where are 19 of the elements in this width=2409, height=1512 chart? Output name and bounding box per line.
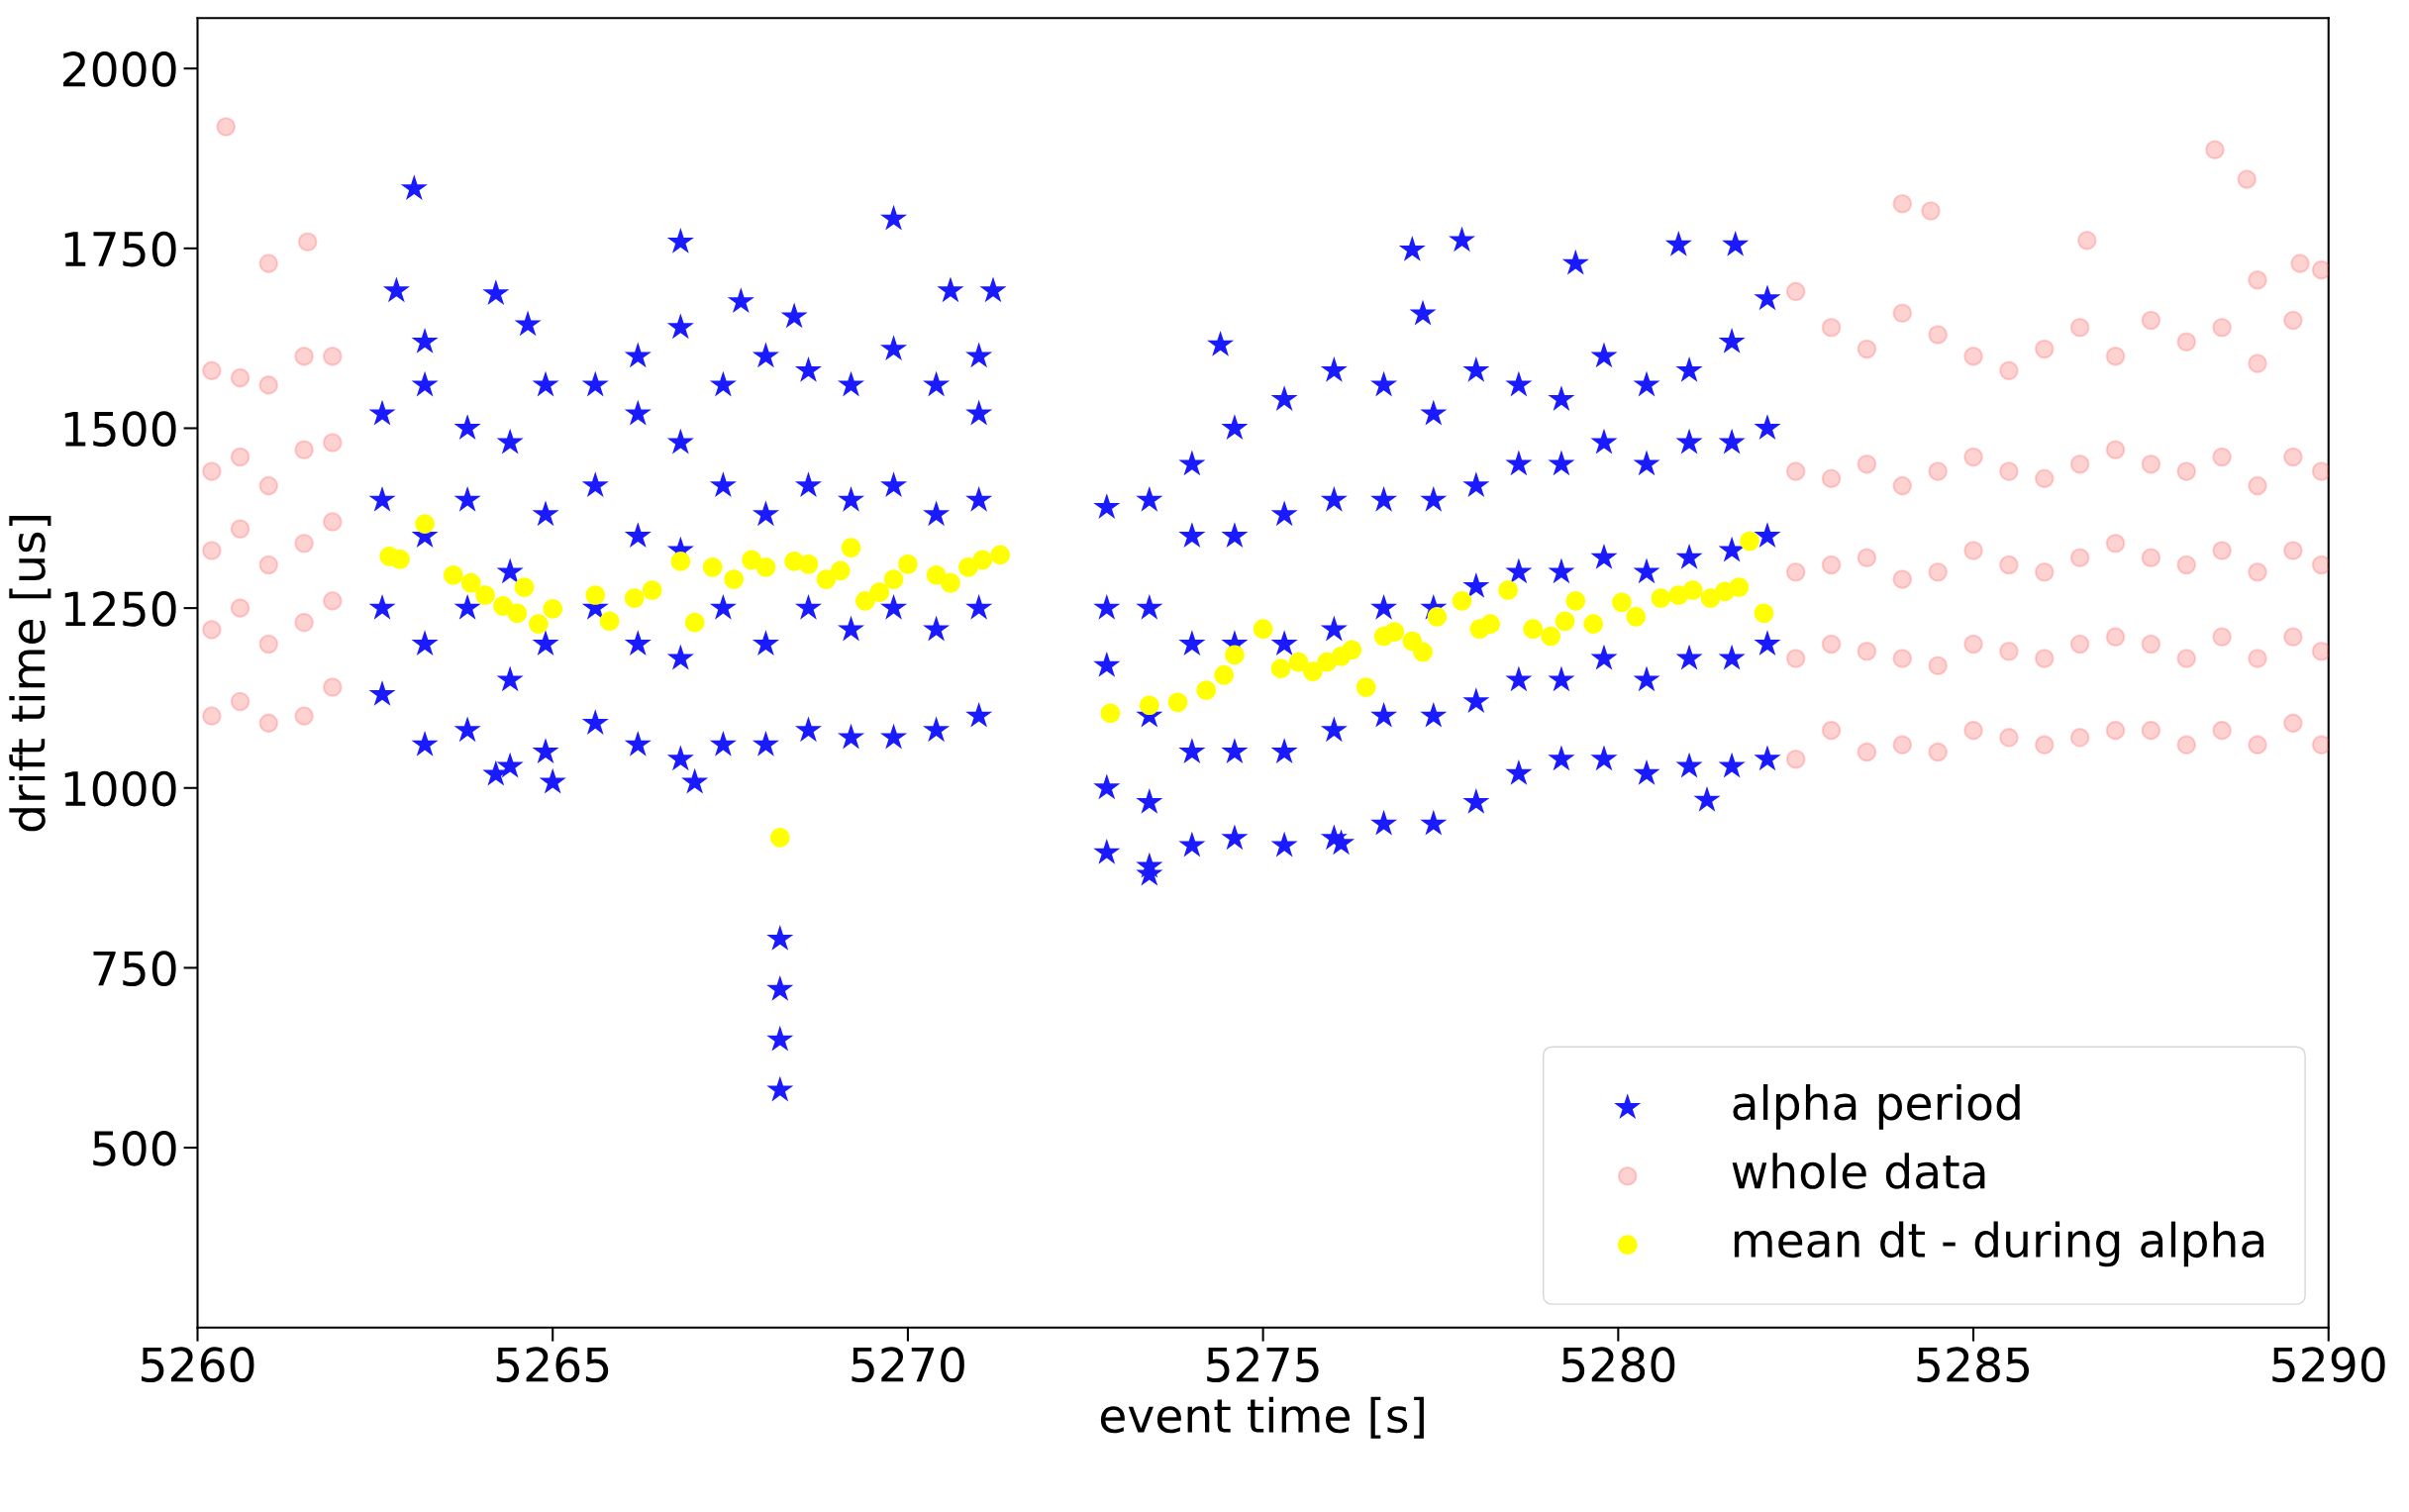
y-tick-label: 750	[93, 951, 176, 987]
x-tick-label: 5270	[852, 1347, 964, 1383]
y-axis-title: drift time [us]	[9, 516, 51, 832]
y-tick-label: 1750	[64, 231, 176, 267]
x-tick-label: 5280	[1561, 1347, 1675, 1383]
x-tick-label: 5285	[1917, 1347, 2029, 1383]
y-tick-label: 1250	[64, 591, 176, 627]
x-axis-title: event time [s]	[1100, 1396, 1424, 1439]
legend-label: whole data	[1732, 1153, 1985, 1189]
y-tick-label: 1000	[64, 770, 176, 807]
y-tick-label: 2000	[63, 51, 176, 87]
x-tick-label: 5290	[2272, 1347, 2385, 1383]
x-tick-label: 5275	[1207, 1347, 1319, 1383]
x-tick-label: 5260	[142, 1347, 254, 1383]
y-tick-label: 1500	[64, 411, 176, 448]
legend-label: alpha period	[1733, 1083, 2020, 1130]
legend-label: mean dt - during alpha	[1734, 1221, 2264, 1267]
x-tick-label: 5265	[496, 1347, 609, 1383]
y-tick-label: 500	[93, 1130, 176, 1166]
